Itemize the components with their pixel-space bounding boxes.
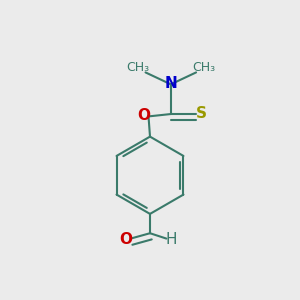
Text: H: H <box>165 232 177 247</box>
Text: O: O <box>137 108 150 123</box>
Text: N: N <box>164 76 177 91</box>
Text: CH₃: CH₃ <box>192 61 215 74</box>
Text: O: O <box>119 232 132 247</box>
Text: S: S <box>196 106 207 121</box>
Text: CH₃: CH₃ <box>127 61 150 74</box>
